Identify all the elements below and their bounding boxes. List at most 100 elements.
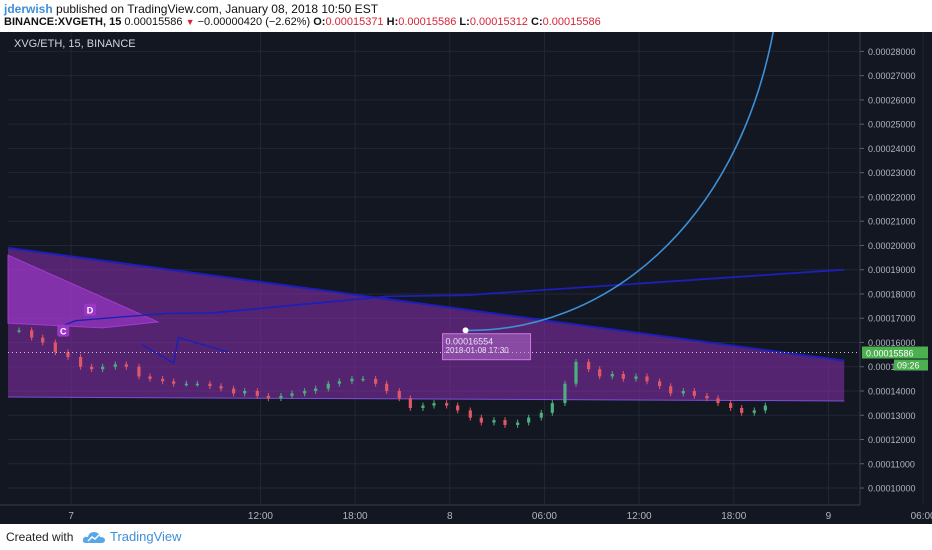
last-price: 0.00015586 xyxy=(124,16,183,28)
resistance-trendline xyxy=(213,268,845,314)
price-axis-panel xyxy=(860,32,932,524)
candle-body xyxy=(763,405,767,411)
candle-body xyxy=(17,330,21,332)
open-label: O: xyxy=(313,16,326,28)
candle-body xyxy=(208,383,212,387)
y-tick-label: 0.00020000 xyxy=(868,241,916,251)
candle-body xyxy=(30,330,34,338)
candle-body xyxy=(243,390,247,394)
open-value: 0.00015371 xyxy=(325,16,384,28)
projection-label-box xyxy=(442,333,532,361)
y-tick-label: 0.00018000 xyxy=(868,289,916,299)
tradingview-brand[interactable]: TradingView xyxy=(110,529,182,544)
publish-text: published on TradingView.com, January 08… xyxy=(56,2,379,16)
candle-body xyxy=(492,420,496,423)
x-tick-label: 7 xyxy=(68,511,74,522)
candle-body xyxy=(634,376,638,379)
high-label: H: xyxy=(386,16,399,28)
candle-body xyxy=(587,361,591,370)
candle-body xyxy=(539,412,543,418)
y-tick-label: 0.00016000 xyxy=(868,338,916,348)
candle-body xyxy=(610,374,614,377)
y-tick-label: 0.00012000 xyxy=(868,435,916,445)
x-tick-label: 12:00 xyxy=(627,511,652,522)
lower-trendline xyxy=(7,396,845,402)
x-tick-label: 12:00 xyxy=(248,511,273,522)
candle-body xyxy=(397,390,401,399)
low-label: L: xyxy=(459,16,470,28)
candle-body xyxy=(266,395,270,399)
y-tick-label: 0.00019000 xyxy=(868,265,916,275)
pattern-point-label: C xyxy=(60,327,67,337)
candle-body xyxy=(479,417,483,423)
candle-body xyxy=(408,398,412,408)
ohlc-line: BINANCE:XVGETH, 15 0.00015586 ▼ −0.00000… xyxy=(4,16,601,28)
chart-area[interactable]: 0.00010000 0.00011000 0.00012000 0.00013000… xyxy=(0,32,932,524)
x-tick-label: 06:00 xyxy=(911,511,932,522)
close-label: C: xyxy=(531,16,543,28)
author-name[interactable]: jderwish xyxy=(4,2,53,16)
candle-body xyxy=(527,417,531,423)
pattern-point-label: D xyxy=(87,306,94,316)
y-tick-label: 0.00017000 xyxy=(868,314,916,324)
candle-body xyxy=(303,390,307,394)
candle-body xyxy=(53,342,57,353)
candle-body xyxy=(681,390,685,394)
candle-body xyxy=(374,378,378,384)
y-tick-label: 0.00026000 xyxy=(868,95,916,105)
x-tick-label: 8 xyxy=(447,511,453,522)
y-tick-label: 0.00021000 xyxy=(868,217,916,227)
projection-price-label: 0.00016554 xyxy=(446,337,494,347)
current-price-badge-text: 0.00015586 xyxy=(866,349,914,359)
pattern-point-badge xyxy=(57,324,70,337)
candle-body xyxy=(516,422,520,425)
candle-body xyxy=(124,364,128,367)
candle-body xyxy=(195,383,199,386)
candle-body xyxy=(658,381,662,387)
candle-body xyxy=(574,361,578,384)
falling-wedge-fill xyxy=(8,247,845,401)
candle-body xyxy=(716,398,720,404)
price-chart[interactable]: 0.00010000 0.00011000 0.00012000 0.00013000… xyxy=(0,32,932,524)
candle-body xyxy=(148,376,152,379)
candle-body xyxy=(78,357,83,367)
candle-body xyxy=(219,386,223,389)
candle-body xyxy=(279,395,283,399)
y-tick-label: 0.00028000 xyxy=(868,47,916,57)
candle-body xyxy=(90,366,94,370)
candle-body xyxy=(563,383,567,404)
candle-body xyxy=(503,420,507,425)
close-value: 0.00015586 xyxy=(542,16,601,28)
candle-body xyxy=(645,376,649,382)
x-tick-label: 18:00 xyxy=(343,511,368,522)
candle-body xyxy=(621,374,625,379)
candle-body xyxy=(326,383,330,389)
candle-body xyxy=(255,390,259,396)
candle-body xyxy=(101,366,105,370)
small-wedge-fill xyxy=(7,254,160,329)
candle-body xyxy=(232,388,236,394)
candle-body xyxy=(385,383,389,391)
symbol-label: BINANCE:XVGETH, 15 xyxy=(4,16,122,28)
y-tick-label: 0.00025000 xyxy=(868,120,916,130)
y-tick-label: 0.00027000 xyxy=(868,71,916,81)
candle-body xyxy=(432,403,436,406)
candle-body xyxy=(172,381,176,384)
projection-curve xyxy=(465,32,774,332)
candle-body xyxy=(137,366,141,377)
candle-body xyxy=(729,403,733,408)
pattern-line xyxy=(141,336,230,365)
projection-date-label: 2018-01-08 17:30 xyxy=(446,346,510,355)
current-price-badge xyxy=(862,346,928,359)
cloud-logo-icon xyxy=(82,532,105,543)
candle-body xyxy=(445,403,449,406)
high-value: 0.00015586 xyxy=(398,16,457,28)
candle-body xyxy=(337,381,341,384)
y-tick-label: 0.00024000 xyxy=(868,144,916,154)
created-with-text: Created with xyxy=(6,530,74,544)
candle-body xyxy=(456,405,460,411)
publish-line: jderwish published on TradingView.com, J… xyxy=(4,2,378,16)
candle-body xyxy=(669,386,673,394)
countdown-badge xyxy=(894,359,928,371)
candle-body xyxy=(314,388,318,391)
